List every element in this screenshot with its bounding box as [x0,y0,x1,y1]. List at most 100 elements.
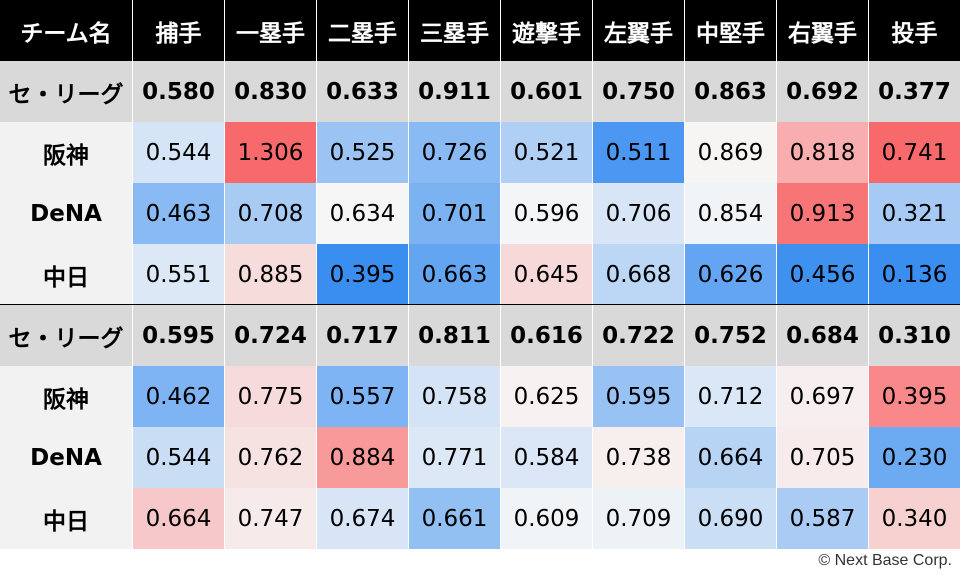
heatmap-cell: 0.634 [317,183,409,244]
header-row: チーム名 捕手 一塁手 二塁手 三塁手 遊撃手 左翼手 中堅手 右翼手 投手 [0,0,960,61]
heatmap-cell: 0.395 [317,244,409,305]
heatmap-cell: 0.230 [869,427,960,488]
heatmap-cell: 0.395 [869,366,960,427]
team-name-cell: DeNA [0,183,133,244]
heatmap-cell: 0.869 [685,122,777,183]
heatmap-cell: 0.701 [409,183,501,244]
heatmap-cell: 0.664 [133,488,225,549]
heatmap-cell: 0.587 [777,488,869,549]
league-row: セ・リーグ 0.580 0.830 0.633 0.911 0.601 0.750 0.863… [0,61,960,122]
column-header: 三塁手 [409,0,501,61]
league-average-cell: 0.811 [409,305,501,366]
league-average-cell: 0.722 [593,305,685,366]
heatmap-cell: 0.136 [869,244,960,305]
league-average-cell: 0.692 [777,61,869,122]
heatmap-cell: 0.626 [685,244,777,305]
heatmap-cell: 0.596 [501,183,593,244]
heatmap-cell: 0.738 [593,427,685,488]
heatmap-cell: 0.663 [409,244,501,305]
heatmap-cell: 0.557 [317,366,409,427]
heatmap-cell: 0.661 [409,488,501,549]
column-header: 左翼手 [593,0,685,61]
league-average-cell: 0.377 [869,61,960,122]
league-average-cell: 0.717 [317,305,409,366]
team-name-cell: DeNA [0,427,133,488]
league-average-cell: 0.863 [685,61,777,122]
league-average-cell: 0.724 [225,305,317,366]
league-average-cell: 0.684 [777,305,869,366]
heatmap-cell: 0.668 [593,244,685,305]
heatmap-cell: 0.913 [777,183,869,244]
heatmap-cell: 0.544 [133,427,225,488]
team-row: 中日 0.664 0.747 0.674 0.661 0.609 0.709 0.690 0.5… [0,488,960,549]
heatmap-cell: 0.771 [409,427,501,488]
heatmap-cell: 0.758 [409,366,501,427]
heatmap-cell: 0.705 [777,427,869,488]
column-header: 二塁手 [317,0,409,61]
team-name-cell: 阪神 [0,366,133,427]
heatmap-cell: 0.625 [501,366,593,427]
league-average-cell: 0.616 [501,305,593,366]
league-average-cell: 0.830 [225,61,317,122]
heatmap-cell: 0.709 [593,488,685,549]
league-average-cell: 0.595 [133,305,225,366]
heatmap-cell: 0.525 [317,122,409,183]
column-header-team: チーム名 [0,0,133,61]
heatmap-cell: 0.690 [685,488,777,549]
league-label: セ・リーグ [0,61,133,122]
heatmap-cell: 0.726 [409,122,501,183]
league-row: セ・リーグ 0.595 0.724 0.717 0.811 0.616 0.722 0.752… [0,305,960,366]
column-header: 遊撃手 [501,0,593,61]
heatmap-cell: 0.463 [133,183,225,244]
heatmap-cell: 0.708 [225,183,317,244]
heatmap-cell: 1.306 [225,122,317,183]
heatmap-cell: 0.697 [777,366,869,427]
league-average-cell: 0.911 [409,61,501,122]
heatmap-cell: 0.762 [225,427,317,488]
heatmap-cell: 0.885 [225,244,317,305]
team-row: 阪神 0.462 0.775 0.557 0.758 0.625 0.595 0.712 0.6… [0,366,960,427]
heatmap-cell: 0.609 [501,488,593,549]
heatmap-cell: 0.818 [777,122,869,183]
league-average-cell: 0.601 [501,61,593,122]
league-average-cell: 0.750 [593,61,685,122]
column-header: 右翼手 [777,0,869,61]
column-header: 一塁手 [225,0,317,61]
heatmap-cell: 0.595 [593,366,685,427]
heatmap-cell: 0.674 [317,488,409,549]
team-name-cell: 中日 [0,488,133,549]
league-average-cell: 0.633 [317,61,409,122]
heatmap-cell: 0.544 [133,122,225,183]
heatmap-cell: 0.340 [869,488,960,549]
heatmap-cell: 0.645 [501,244,593,305]
team-name-cell: 阪神 [0,122,133,183]
team-row: 阪神 0.544 1.306 0.525 0.726 0.521 0.511 0.869 0.8… [0,122,960,183]
heatmap-cell: 0.521 [501,122,593,183]
heatmap-table: チーム名 捕手 一塁手 二塁手 三塁手 遊撃手 左翼手 中堅手 右翼手 投手 セ・リーグ 0.580 0… [0,0,960,549]
heatmap-cell: 0.321 [869,183,960,244]
league-average-cell: 0.752 [685,305,777,366]
team-row: DeNA 0.544 0.762 0.884 0.771 0.584 0.738 0.664 0… [0,427,960,488]
heatmap-cell: 0.551 [133,244,225,305]
column-header: 投手 [869,0,960,61]
heatmap-cell: 0.706 [593,183,685,244]
heatmap-cell: 0.854 [685,183,777,244]
heatmap-cell: 0.712 [685,366,777,427]
heatmap-cell: 0.511 [593,122,685,183]
heatmap-cell: 0.741 [869,122,960,183]
team-name-cell: 中日 [0,244,133,305]
league-average-cell: 0.580 [133,61,225,122]
heatmap-cell: 0.456 [777,244,869,305]
heatmap-cell: 0.584 [501,427,593,488]
heatmap-cell: 0.775 [225,366,317,427]
copyright-text: © Next Base Corp. [818,552,952,569]
team-row: DeNA 0.463 0.708 0.634 0.701 0.596 0.706 0.854 0… [0,183,960,244]
heatmap-cell: 0.884 [317,427,409,488]
column-header: 中堅手 [685,0,777,61]
heatmap-cell: 0.664 [685,427,777,488]
league-label: セ・リーグ [0,305,133,366]
league-average-cell: 0.310 [869,305,960,366]
column-header: 捕手 [133,0,225,61]
heatmap-cell: 0.462 [133,366,225,427]
heatmap-cell: 0.747 [225,488,317,549]
